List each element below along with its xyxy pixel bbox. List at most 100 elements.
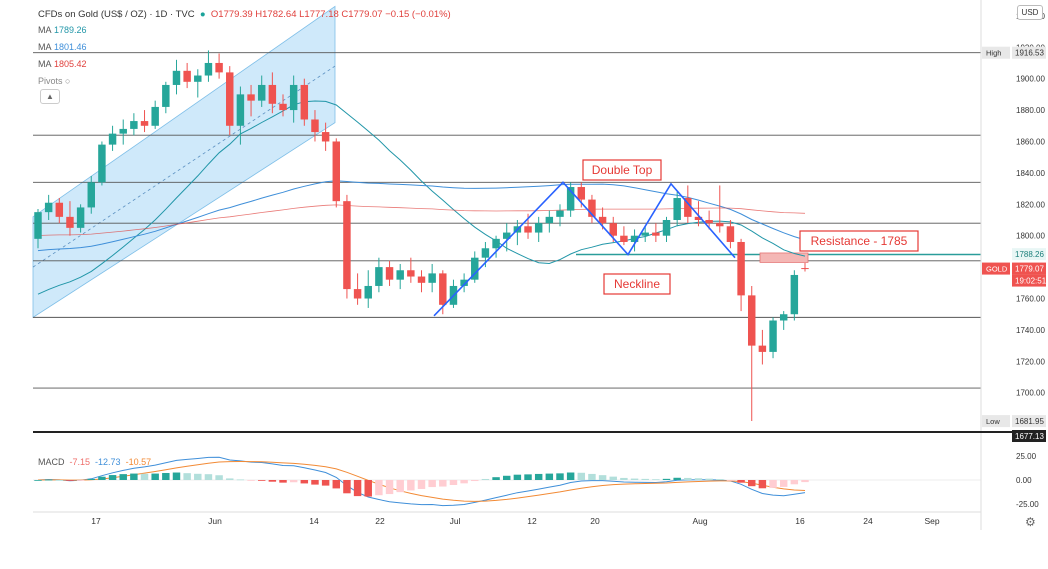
macd-y-tick: 0.00 xyxy=(1016,476,1032,485)
macd-histogram-bar xyxy=(620,477,628,480)
price-tag-value: 1788.26 xyxy=(1015,250,1044,259)
candle-body xyxy=(630,235,639,242)
candle xyxy=(55,198,64,224)
candle xyxy=(673,191,681,227)
gear-icon[interactable]: ⚙ xyxy=(1025,515,1036,529)
macd-histogram-bar xyxy=(151,473,159,480)
candle xyxy=(236,86,245,145)
currency-button[interactable]: USD xyxy=(1017,5,1043,20)
candle-body xyxy=(119,128,127,134)
y-tick-label: 1740.00 xyxy=(1016,326,1045,335)
price-label-text: High xyxy=(986,49,1001,58)
macd-histogram-bar xyxy=(513,474,522,480)
price-tag-bg xyxy=(1012,430,1046,442)
macd-histogram-bar xyxy=(140,473,149,480)
macd-histogram-bar xyxy=(236,479,245,481)
macd-histogram-bar xyxy=(471,480,479,482)
symbol-title: CFDs on Gold (US$ / OZ) · 1D · TVC xyxy=(38,9,195,20)
candle xyxy=(652,223,660,242)
market-open-icon: ● xyxy=(197,9,209,20)
macd-histogram-bar xyxy=(364,480,372,497)
y-tick-label: 1900.00 xyxy=(1016,75,1045,84)
ma-legend-2[interactable]: MA 1801.46 xyxy=(38,42,87,52)
macd-histogram-bar xyxy=(428,480,436,488)
candle-body xyxy=(257,84,266,101)
macd-histogram-bar xyxy=(130,473,138,480)
price-label-bg xyxy=(982,46,1010,59)
macd-histogram-bar xyxy=(215,475,223,480)
pivots-legend[interactable]: Pivots ○ xyxy=(38,76,71,86)
candle xyxy=(417,270,426,293)
macd-histogram-bar xyxy=(311,480,319,485)
macd-histogram-bar xyxy=(652,479,660,481)
macd-histogram-bar xyxy=(279,480,287,483)
candle xyxy=(641,226,649,242)
candle xyxy=(375,257,383,293)
price-tag-value: 1779.07 xyxy=(1015,265,1044,274)
candle xyxy=(87,176,95,214)
candle xyxy=(151,100,159,129)
candle xyxy=(194,69,202,98)
candle xyxy=(769,317,777,359)
macd-histogram-bar xyxy=(162,472,170,480)
candle xyxy=(588,194,596,224)
macd-histogram-bar xyxy=(801,480,809,483)
candle-body xyxy=(321,132,330,142)
candle-body xyxy=(98,144,106,183)
candle-body xyxy=(524,226,532,233)
x-tick-label: 20 xyxy=(590,516,600,526)
macd-histogram-bar xyxy=(44,479,53,481)
candle xyxy=(801,262,809,272)
candle-body xyxy=(737,241,745,296)
macd-histogram-bar xyxy=(779,480,788,487)
resistance-zone xyxy=(759,252,809,263)
price-tag: 1916.53 xyxy=(1012,46,1046,59)
candle-body xyxy=(716,223,724,227)
macd-histogram-bar xyxy=(257,480,266,481)
candle xyxy=(534,216,543,242)
chevron-up-icon[interactable]: ▲ xyxy=(40,89,60,104)
axes: 1940.001920.001900.001880.001860.001840.… xyxy=(33,0,1047,530)
candle xyxy=(300,78,309,126)
candle xyxy=(44,194,53,220)
candle xyxy=(662,216,671,242)
macd-histogram-bar xyxy=(332,480,341,489)
macd-signal-line xyxy=(37,460,806,502)
macd-histogram-bar xyxy=(641,478,649,480)
candle xyxy=(758,329,767,365)
channel-midline xyxy=(32,65,336,268)
x-tick-label: Sep xyxy=(924,516,939,526)
y-tick-label: 1720.00 xyxy=(1016,357,1045,366)
candle-body xyxy=(226,72,234,126)
candle xyxy=(247,84,255,117)
candle-body xyxy=(151,106,159,126)
price-label: Low xyxy=(982,415,1010,428)
macd-histogram-bar xyxy=(588,473,596,480)
price-label-text: Low xyxy=(986,417,1000,426)
candle-body xyxy=(215,62,223,73)
macd-histogram-bar xyxy=(247,480,255,481)
candle xyxy=(183,62,191,89)
hidden-eye-icon[interactable]: ○ xyxy=(65,76,71,86)
candle-body xyxy=(183,70,191,82)
candle-body xyxy=(790,274,799,315)
candle xyxy=(279,94,287,117)
candle xyxy=(119,119,127,145)
candle-body xyxy=(769,320,777,352)
candle-body xyxy=(311,119,319,133)
ma-legend-3[interactable]: MA 1805.42 xyxy=(38,59,87,69)
candle xyxy=(353,273,362,305)
ma-legend-1[interactable]: MA 1789.26 xyxy=(38,25,87,35)
y-tick-label: 1800.00 xyxy=(1016,232,1045,241)
price-tag-bg xyxy=(1012,415,1046,428)
candle xyxy=(545,210,554,233)
resistance-label: Resistance - 1785 xyxy=(799,230,919,252)
macd-histogram-bar xyxy=(34,480,42,481)
candle-body xyxy=(428,273,436,283)
candle xyxy=(502,223,511,252)
candle-body xyxy=(194,75,202,82)
macd-legend[interactable]: MACD -7.15 -12.73 -10.57 xyxy=(38,457,152,467)
candle xyxy=(737,238,745,312)
macd-histogram-bar xyxy=(55,479,64,481)
